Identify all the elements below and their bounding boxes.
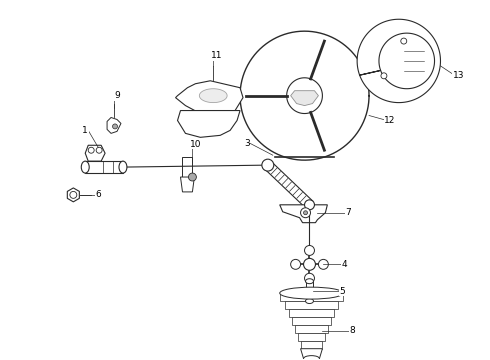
Circle shape	[401, 38, 407, 44]
Circle shape	[262, 159, 274, 171]
Polygon shape	[177, 111, 240, 137]
Polygon shape	[67, 188, 79, 202]
Circle shape	[305, 246, 315, 255]
Circle shape	[300, 208, 311, 218]
Ellipse shape	[306, 279, 314, 284]
Polygon shape	[280, 293, 343, 301]
Polygon shape	[85, 161, 123, 173]
Polygon shape	[291, 91, 318, 105]
Polygon shape	[306, 281, 314, 301]
Text: 9: 9	[114, 91, 120, 100]
Text: 6: 6	[95, 190, 101, 199]
Polygon shape	[107, 117, 121, 133]
Polygon shape	[297, 333, 325, 341]
Circle shape	[381, 73, 387, 79]
Ellipse shape	[119, 161, 127, 173]
Text: 13: 13	[453, 71, 464, 80]
Circle shape	[189, 173, 196, 181]
Polygon shape	[280, 205, 327, 223]
Polygon shape	[300, 349, 322, 359]
Ellipse shape	[81, 161, 89, 173]
Circle shape	[70, 192, 77, 198]
Ellipse shape	[306, 298, 314, 303]
Text: 10: 10	[190, 140, 201, 149]
Polygon shape	[180, 177, 195, 192]
Ellipse shape	[303, 356, 319, 360]
Text: 7: 7	[345, 208, 351, 217]
Text: 8: 8	[349, 326, 355, 335]
Circle shape	[113, 124, 118, 129]
Polygon shape	[175, 81, 243, 117]
Circle shape	[303, 211, 308, 215]
Polygon shape	[287, 78, 322, 113]
Circle shape	[96, 147, 102, 153]
Circle shape	[318, 260, 328, 269]
Text: 11: 11	[211, 51, 222, 60]
Bar	[182, 157, 193, 177]
Polygon shape	[292, 317, 331, 325]
Circle shape	[291, 260, 300, 269]
Ellipse shape	[280, 287, 343, 299]
Polygon shape	[199, 89, 227, 103]
Circle shape	[305, 273, 315, 283]
Circle shape	[88, 147, 94, 153]
Polygon shape	[285, 301, 338, 309]
Circle shape	[305, 200, 315, 210]
Polygon shape	[300, 341, 322, 349]
Polygon shape	[294, 325, 328, 333]
Polygon shape	[265, 162, 313, 208]
Polygon shape	[357, 19, 441, 103]
Text: 4: 4	[342, 260, 347, 269]
Text: 3: 3	[244, 139, 250, 148]
Polygon shape	[289, 309, 334, 317]
Text: 5: 5	[340, 287, 345, 296]
Polygon shape	[85, 145, 105, 161]
Circle shape	[303, 258, 316, 270]
Text: 12: 12	[384, 116, 395, 125]
Text: 1: 1	[82, 126, 88, 135]
